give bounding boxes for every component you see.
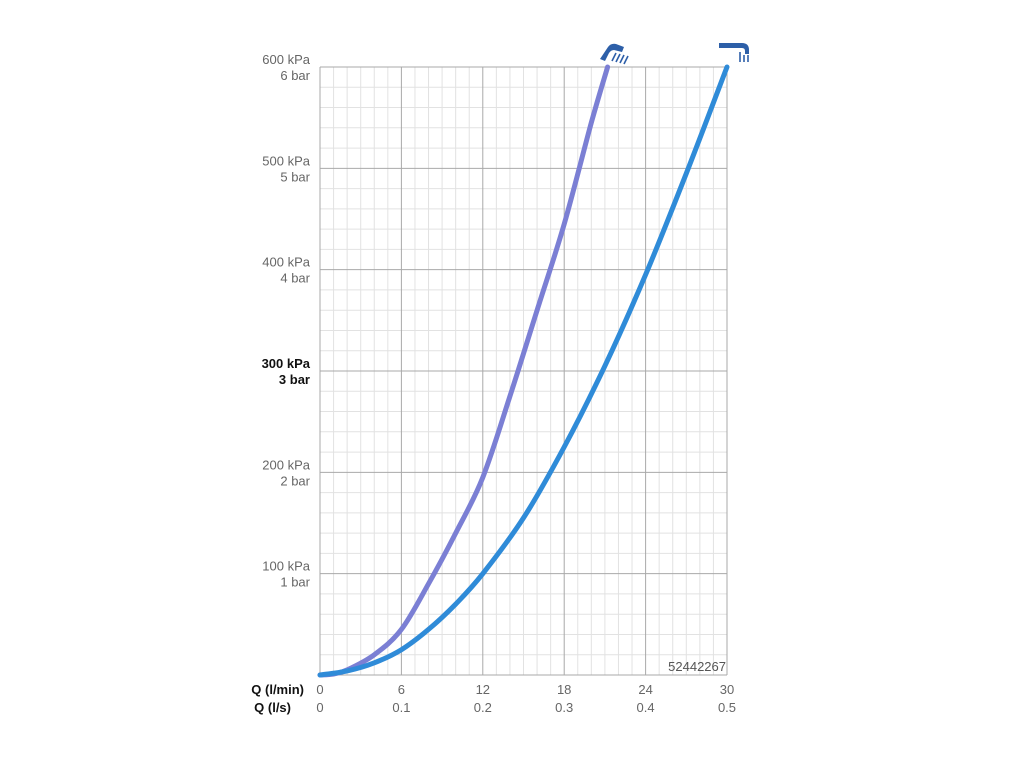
y-tick-label-bar: 5 bar	[280, 169, 310, 184]
x-tick-label-ls: 0.3	[555, 700, 573, 715]
x-axis-title-lmin: Q (l/min)	[251, 682, 304, 697]
shower-head-icon	[600, 43, 629, 65]
x-tick-label-ls: 0.4	[637, 700, 655, 715]
x-tick-label-ls: 0.1	[392, 700, 410, 715]
x-axis-title-ls: Q (l/s)	[254, 700, 291, 715]
series-icons	[600, 43, 749, 65]
y-tick-label-bar: 2 bar	[280, 473, 310, 488]
x-tick-label-ls: 0.2	[474, 700, 492, 715]
y-tick-label-bar: 6 bar	[280, 68, 310, 83]
x-axis-labels: Q (l/min) Q (l/s) 0 0 6 0.1 12 0.2 18 0.3 24 0.4 30 0…	[251, 682, 736, 715]
x-tick-label-lmin: 18	[557, 682, 571, 697]
y-tick-label-kpa: 500 kPa	[262, 153, 310, 168]
x-tick-label-lmin: 24	[638, 682, 652, 697]
y-tick-label-kpa: 600 kPa	[262, 52, 310, 67]
series-line-2	[317, 64, 730, 678]
x-tick-label-ls: 0	[316, 700, 323, 715]
x-tick-label-lmin: 0	[316, 682, 323, 697]
x-tick-label-lmin: 30	[720, 682, 734, 697]
bath-spout-icon	[719, 43, 749, 62]
y-tick-label-bar: 1 bar	[280, 575, 310, 590]
x-tick-label-ls: 0.5	[718, 700, 736, 715]
x-tick-label-lmin: 6	[398, 682, 405, 697]
y-tick-label-bar: 3 bar	[279, 372, 310, 387]
y-tick-label-bar: 4 bar	[280, 271, 310, 286]
y-tick-label-kpa: 200 kPa	[262, 457, 310, 472]
series-layer	[317, 64, 730, 678]
y-tick-label-kpa: 100 kPa	[262, 559, 310, 574]
y-tick-label-kpa: 300 kPa	[262, 356, 311, 371]
major-grid	[319, 66, 728, 676]
x-tick-label-lmin: 12	[476, 682, 490, 697]
annotation-label: 52442267	[668, 659, 726, 674]
y-tick-label-kpa: 400 kPa	[262, 255, 310, 270]
